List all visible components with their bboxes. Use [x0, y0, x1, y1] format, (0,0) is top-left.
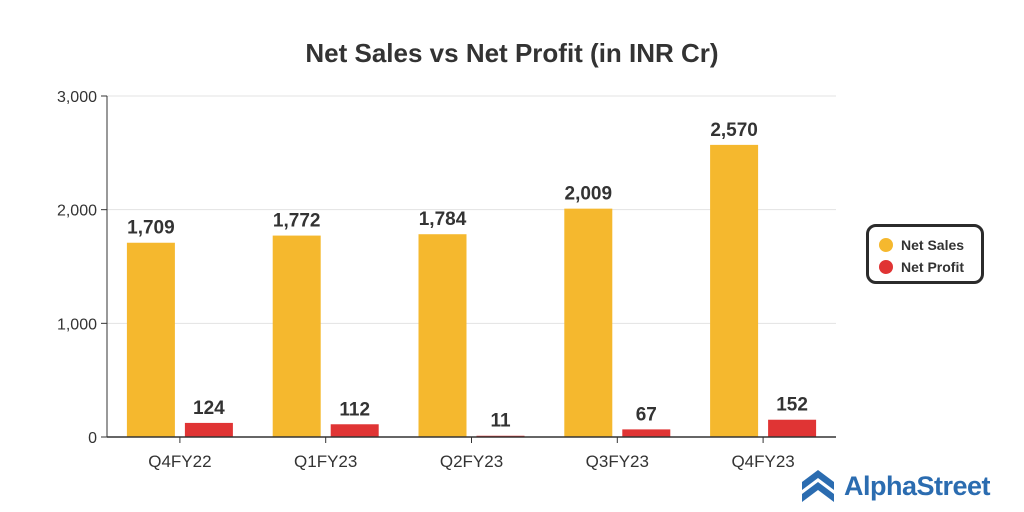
legend-label-net-sales: Net Sales: [901, 237, 965, 253]
legend-swatch-net-profit: [879, 260, 893, 274]
bar-net-sales: [710, 144, 759, 438]
bars: [126, 144, 817, 438]
data-label-net-sales: 1,709: [127, 218, 175, 239]
x-tick-label: Q3FY23: [586, 452, 649, 471]
legend-label-net-profit: Net Profit: [901, 259, 964, 275]
legend-swatch-net-sales: [879, 238, 893, 252]
data-label-net-sales: 1,772: [273, 211, 321, 232]
x-axis: Q4FY22 Q1FY23 Q2FY23 Q3FY23 Q4FY23: [107, 436, 836, 471]
y-tick-label: 1,000: [57, 316, 97, 333]
brand-name: AlphaStreet: [844, 470, 991, 501]
data-label-net-profit: 152: [776, 395, 808, 416]
data-label-net-profit: 67: [636, 404, 657, 425]
data-label-net-sales: 2,009: [565, 184, 613, 205]
bar-net-sales: [418, 234, 467, 437]
data-label-net-profit: 112: [339, 399, 370, 420]
x-tick-label: Q1FY23: [294, 452, 357, 471]
y-axis: 0 1,000 2,000 3,000: [57, 89, 108, 447]
x-tick-label: Q4FY22: [148, 452, 211, 471]
bar-net-profit: [184, 422, 233, 437]
y-tick-label: 3,000: [57, 89, 97, 106]
legend-item-net-profit: Net Profit: [879, 256, 981, 278]
brand-logo: AlphaStreet: [800, 466, 991, 506]
x-tick-label: Q4FY23: [731, 452, 794, 471]
x-tick-label: Q2FY23: [440, 452, 503, 471]
alphastreet-logo-icon: [802, 470, 834, 502]
y-tick-label: 2,000: [57, 203, 97, 220]
data-label-net-sales: 1,784: [419, 209, 467, 230]
data-label-net-sales: 2,570: [710, 120, 758, 141]
bar-net-sales: [564, 208, 613, 437]
data-label-net-profit: 124: [193, 398, 225, 419]
data-labels: 1,709 124 1,772 112 1,784 11 2,009 67 2,570 152: [127, 120, 808, 432]
bar-net-profit: [768, 419, 817, 437]
bar-net-sales: [272, 235, 321, 437]
bar-net-sales: [126, 242, 175, 437]
bar-net-profit: [622, 429, 671, 437]
bar-net-profit: [330, 424, 379, 437]
chart-title: Net Sales vs Net Profit (in INR Cr): [305, 38, 718, 68]
legend-item-net-sales: Net Sales: [879, 234, 981, 256]
data-label-net-profit: 11: [490, 411, 511, 432]
legend: Net Sales Net Profit: [866, 224, 984, 284]
y-tick-label: 0: [88, 430, 97, 447]
